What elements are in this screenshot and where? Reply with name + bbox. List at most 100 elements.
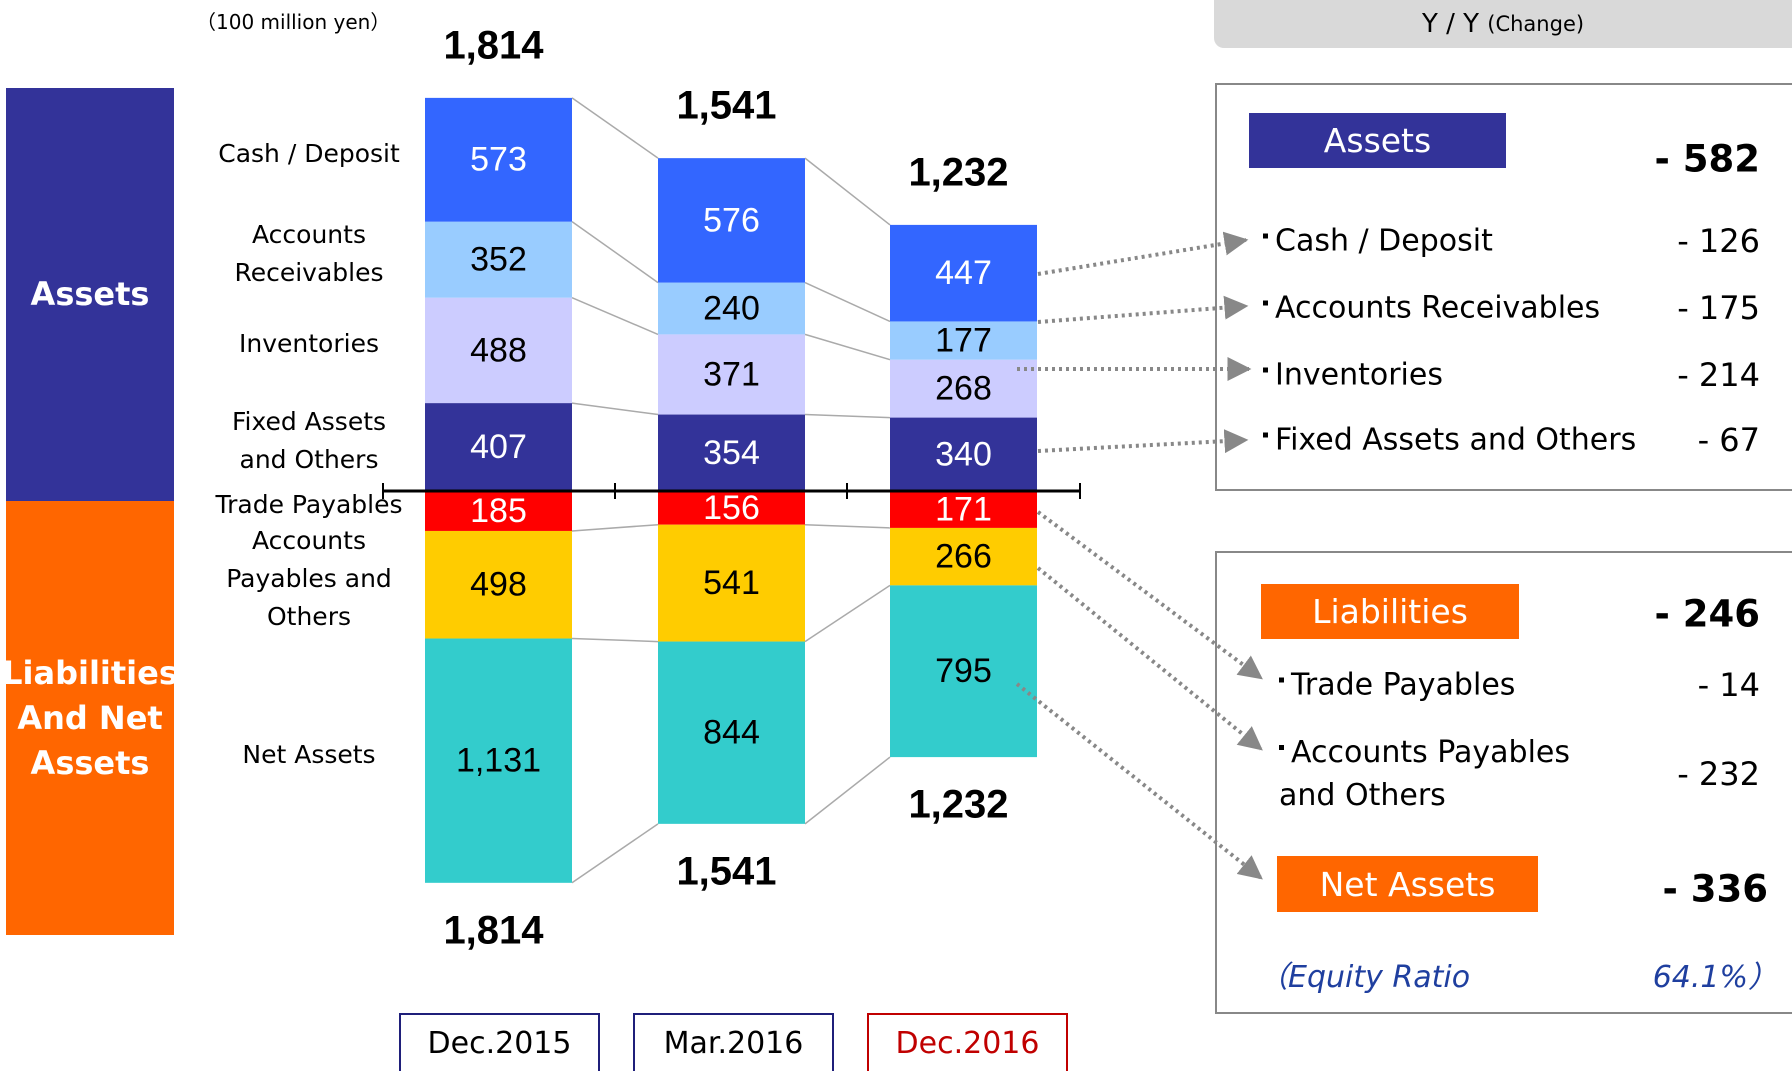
value-label: 498 <box>470 566 527 604</box>
liabilities-change: - 246 <box>1654 592 1760 636</box>
item-name: Accounts Payables and Others <box>1279 735 1571 813</box>
value-label: 488 <box>470 331 527 369</box>
category-label: Dec.2015 <box>399 1013 600 1071</box>
value-label: 795 <box>935 652 992 690</box>
bar-segment <box>658 491 805 525</box>
series-label: Trade Payables <box>215 489 403 519</box>
item-name: Trade Payables <box>1291 667 1516 703</box>
yoy-item: Fixed Assets and Others <box>1263 419 1683 462</box>
bullet <box>1279 677 1284 683</box>
connector <box>804 584 891 643</box>
value-label: 573 <box>470 141 527 179</box>
series-label: Accounts Receivables <box>234 219 384 287</box>
yoy-item-change: - 214 <box>1677 356 1760 394</box>
series-label: Accounts Payables and Others <box>226 525 392 631</box>
assets-panel <box>1215 83 1792 491</box>
connector <box>571 297 659 336</box>
yoy-item-change: - 14 <box>1697 666 1760 704</box>
category-label: Dec.2016 <box>867 1013 1068 1071</box>
series-label: Net Assets <box>242 739 376 769</box>
equity-label: （Equity Ratio <box>1258 960 1471 995</box>
item-name: Cash / Deposit <box>1275 223 1493 259</box>
total-top: 1,814 <box>443 23 544 67</box>
value-label: 407 <box>470 428 527 466</box>
bullet <box>1279 745 1284 750</box>
value-label: 447 <box>935 254 992 292</box>
connector <box>804 333 891 361</box>
liabilities-panel <box>1215 551 1792 1014</box>
value-label: 576 <box>703 201 760 239</box>
item-name: Accounts Receivables <box>1275 290 1601 326</box>
value-label: 156 <box>703 489 760 527</box>
yoy-item: Accounts Payables and Others <box>1279 731 1599 817</box>
connector <box>571 523 659 532</box>
bar-segment <box>890 585 1037 758</box>
value-label: 541 <box>703 564 760 602</box>
connector <box>571 823 659 884</box>
value-label: 171 <box>935 490 992 528</box>
bar-segment <box>658 524 805 642</box>
value-label: 266 <box>935 538 992 576</box>
arrows <box>1015 231 1263 880</box>
bar-segment <box>890 359 1037 418</box>
connector <box>804 756 891 825</box>
value-label: 352 <box>470 241 527 279</box>
equity-value: 64.1%） <box>1652 960 1778 995</box>
bar-segment <box>658 641 805 824</box>
connector <box>804 281 891 323</box>
series-label: Cash / Deposit <box>218 138 400 168</box>
bar-segment <box>425 530 572 639</box>
connector <box>804 157 891 226</box>
connector <box>571 637 659 643</box>
total-top: 1,232 <box>908 150 1008 194</box>
bar-segment <box>890 491 1037 528</box>
bullet <box>1263 432 1268 438</box>
group-liabilities: Liabilities And Net Assets <box>2 501 178 935</box>
connector <box>571 97 659 159</box>
bar-segment <box>658 414 805 491</box>
value-label: 844 <box>703 714 760 752</box>
bar-segment <box>425 491 572 531</box>
bar-segment <box>658 282 805 335</box>
value-label: 371 <box>703 355 760 393</box>
category-label: Mar.2016 <box>633 1013 834 1071</box>
value-label: 185 <box>470 492 527 530</box>
bar-segment <box>890 224 1037 322</box>
unit: （100 million yen） <box>196 10 391 34</box>
bar-segment <box>890 527 1037 586</box>
bullet <box>1263 300 1268 306</box>
connector <box>571 220 659 284</box>
bar-segment <box>658 158 805 283</box>
total-bottom: 1,814 <box>443 908 544 952</box>
total-bottom: 1,541 <box>676 849 776 893</box>
yoy-header: Y / Y (Change) <box>1214 0 1792 48</box>
item-name: Fixed Assets and Others <box>1275 422 1637 458</box>
bar-segment <box>890 321 1037 360</box>
value-label: 1,131 <box>456 742 541 780</box>
net-assets-change: - 336 <box>1662 867 1768 911</box>
arrow <box>1037 231 1249 276</box>
value-label: 268 <box>935 370 992 408</box>
yoy-item: Cash / Deposit <box>1263 220 1683 263</box>
arrow <box>1036 566 1263 751</box>
connector <box>804 523 891 529</box>
yoy-item: Accounts Receivables <box>1263 287 1683 330</box>
series-label: Inventories <box>239 329 379 359</box>
bullet <box>1263 367 1268 373</box>
bar-segment <box>425 638 572 883</box>
group-assets: Assets <box>6 88 174 501</box>
item-name: Inventories <box>1275 357 1443 393</box>
bar-segment <box>425 97 572 222</box>
liabilities-tag: Liabilities <box>1261 584 1519 639</box>
bar-segment <box>425 221 572 298</box>
bar-segment <box>425 403 572 491</box>
yoy-item-change: - 126 <box>1677 222 1760 260</box>
yoy-item-change: - 67 <box>1697 421 1760 459</box>
assets-change: - 582 <box>1654 137 1760 181</box>
connector <box>804 413 891 419</box>
value-label: 354 <box>703 434 760 472</box>
total-top: 1,541 <box>676 84 776 128</box>
connector <box>571 402 659 416</box>
